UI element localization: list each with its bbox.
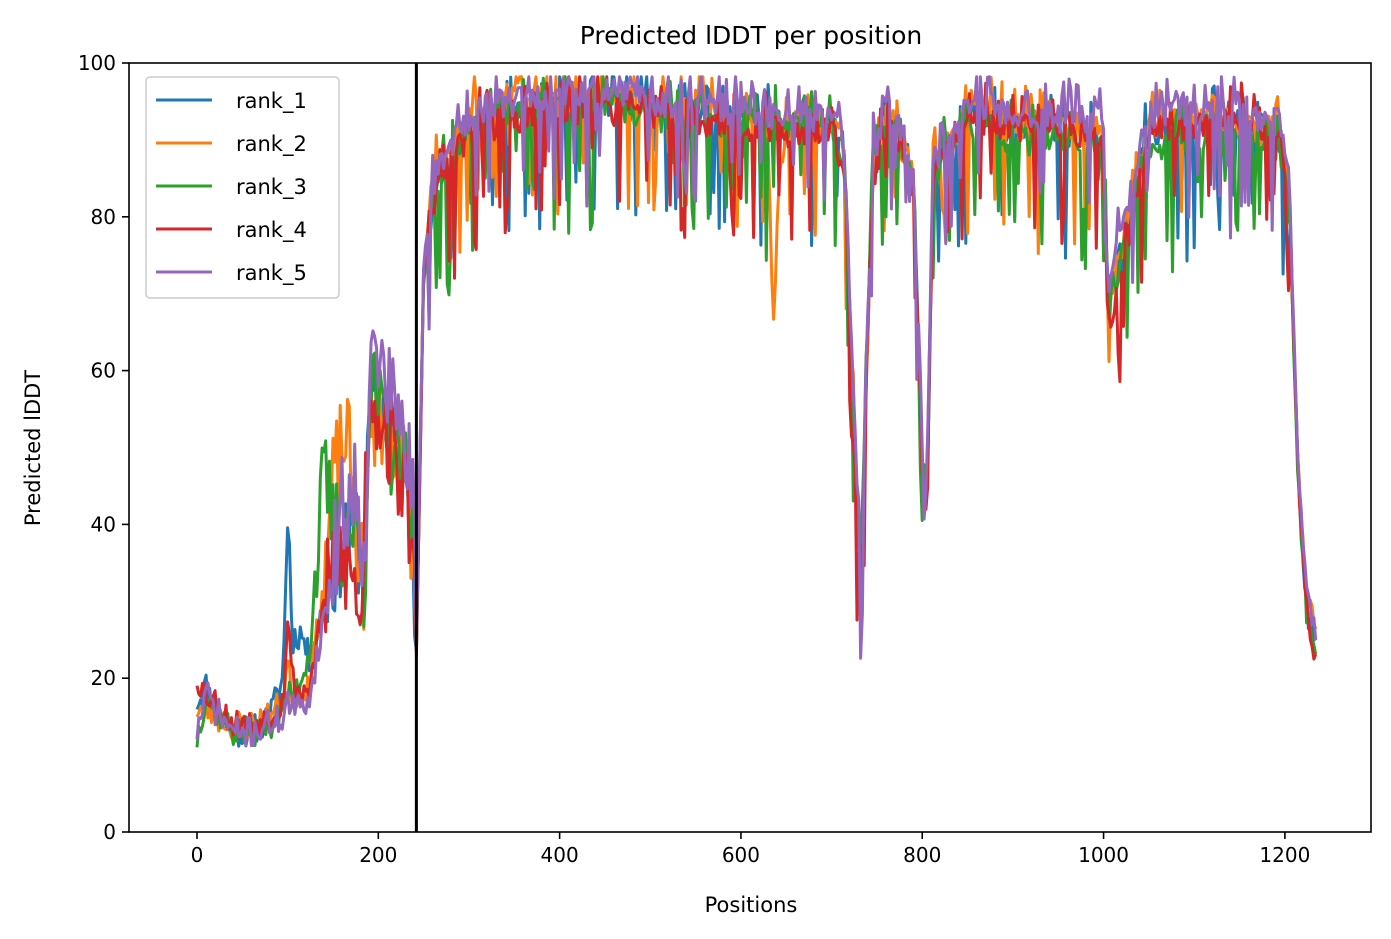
x-tick-label: 600 <box>722 843 760 867</box>
x-tick-label: 400 <box>541 843 579 867</box>
x-axis-label: Positions <box>705 893 798 917</box>
y-axis: 0 20 40 60 80 100 <box>78 51 129 844</box>
y-tick-label: 100 <box>78 51 116 75</box>
plot-frame <box>128 62 1372 833</box>
legend-label: rank_2 <box>236 132 307 157</box>
series-line-rank_5 <box>195 75 1318 747</box>
legend-label: rank_1 <box>236 89 307 114</box>
x-axis: 0 200 400 600 800 1000 1200 <box>191 832 1310 867</box>
x-tick-label: 800 <box>903 843 941 867</box>
y-tick-label: 80 <box>91 205 116 229</box>
x-tick-label: 1000 <box>1078 843 1129 867</box>
chart-title: Predicted lDDT per position <box>580 21 922 50</box>
y-axis-label: Predicted lDDT <box>21 370 45 526</box>
legend-label: rank_3 <box>236 175 307 200</box>
x-tick-label: 200 <box>359 843 397 867</box>
legend: rank_1 rank_2 rank_3 rank_4 rank_5 <box>145 76 340 299</box>
legend-box <box>145 76 340 299</box>
y-tick-label: 60 <box>91 359 116 383</box>
y-tick-label: 40 <box>91 512 116 536</box>
y-tick-label: 20 <box>91 666 116 690</box>
y-tick-label: 0 <box>103 820 116 844</box>
legend-label: rank_5 <box>236 261 307 286</box>
x-tick-label: 0 <box>191 843 204 867</box>
series-layer <box>195 75 1318 748</box>
legend-label: rank_4 <box>236 218 307 243</box>
x-tick-label: 1200 <box>1259 843 1310 867</box>
